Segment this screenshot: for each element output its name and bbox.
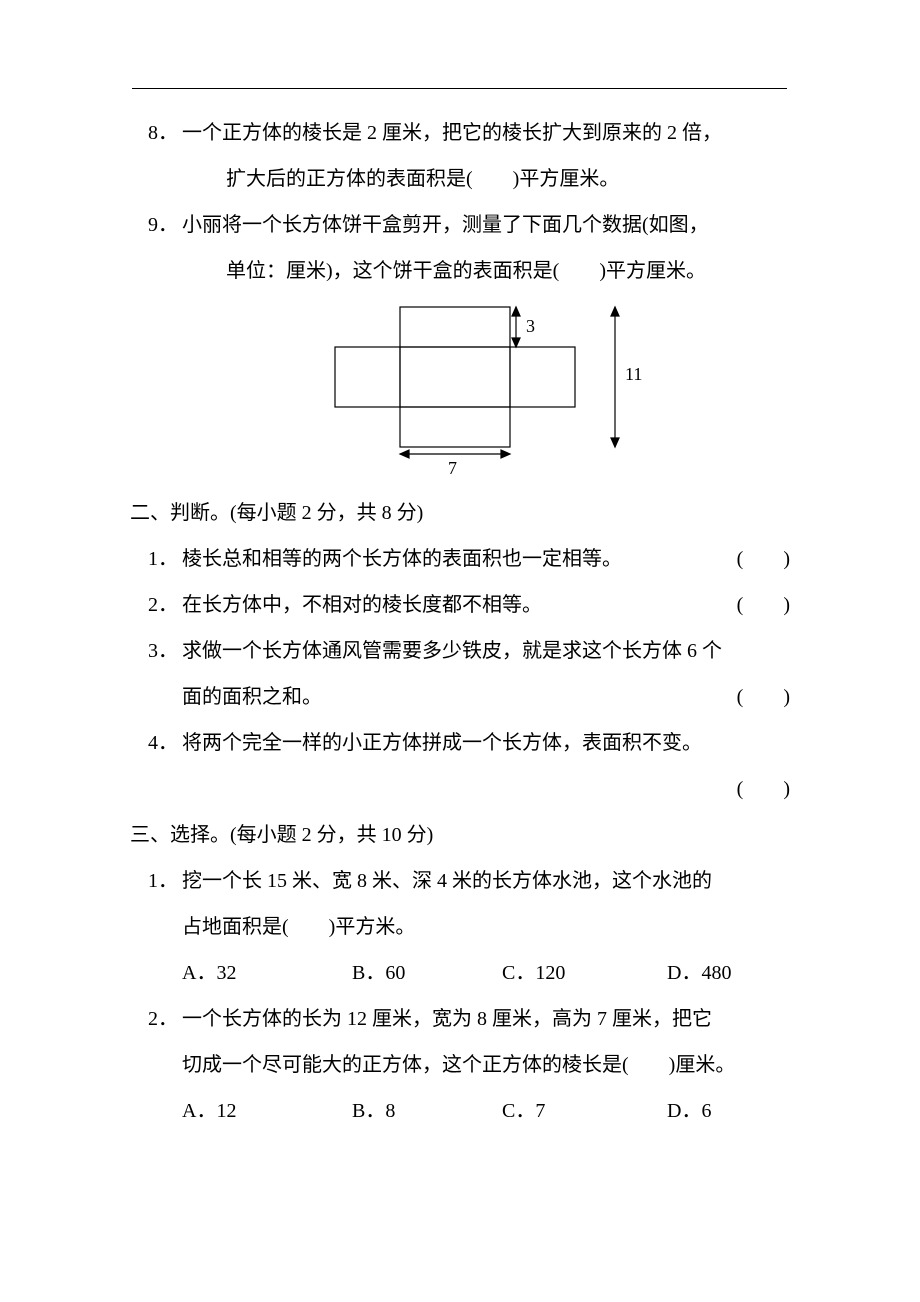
- section-3-head: 三、选择。(每小题 2 分，共 10 分): [130, 812, 790, 858]
- content-area: 8． 一个正方体的棱长是 2 厘米，把它的棱长扩大到原来的 2 倍， 扩大后的正…: [130, 110, 790, 1134]
- j-num: 3．: [130, 628, 182, 674]
- c-text: 一个长方体的长为 12 厘米，宽为 8 厘米，高为 7 厘米，把它: [182, 996, 790, 1042]
- dim-7: 7: [448, 458, 457, 478]
- j-num-blank: [130, 766, 182, 812]
- j-paren: ( ): [737, 582, 790, 628]
- judge-4: 4． 将两个完全一样的小正方体拼成一个长方体，表面积不变。: [130, 720, 790, 766]
- j-text: 求做一个长方体通风管需要多少铁皮，就是求这个长方体 6 个: [182, 628, 790, 674]
- j-text: 棱长总和相等的两个长方体的表面积也一定相等。 ( ): [182, 536, 790, 582]
- option-b: B．60: [352, 950, 502, 996]
- c-l2: 占地面积是( )平方米。: [182, 916, 415, 938]
- choice-2: 2． 一个长方体的长为 12 厘米，宽为 8 厘米，高为 7 厘米，把它: [130, 996, 790, 1042]
- j-num: 2．: [130, 582, 182, 628]
- choice-2-opts: A．12 B．8 C．7 D．6: [130, 1088, 790, 1134]
- choice-1: 1． 挖一个长 15 米、宽 8 米、深 4 米的长方体水池，这个水池的: [130, 858, 790, 904]
- dim-11: 11: [625, 364, 642, 384]
- c-num-blank: [130, 1088, 182, 1134]
- page: 8． 一个正方体的棱长是 2 厘米，把它的棱长扩大到原来的 2 倍， 扩大后的正…: [0, 0, 920, 1302]
- j-body-l1: 将两个完全一样的小正方体拼成一个长方体，表面积不变。: [182, 732, 702, 754]
- j-num-blank: [130, 674, 182, 720]
- j-body: 在长方体中，不相对的棱长度都不相等。: [182, 594, 542, 616]
- net-svg: 3 11 7: [280, 302, 660, 482]
- j-paren: ( ): [737, 766, 790, 812]
- q8-line2: 扩大后的正方体的表面积是( )平方厘米。: [178, 156, 790, 202]
- judge-2: 2． 在长方体中，不相对的棱长度都不相等。 ( ): [130, 582, 790, 628]
- options: A．32 B．60 C．120 D．480: [182, 950, 790, 996]
- c-text: 挖一个长 15 米、宽 8 米、深 4 米的长方体水池，这个水池的: [182, 858, 790, 904]
- option-b: B．8: [352, 1088, 502, 1134]
- fill-q8: 8． 一个正方体的棱长是 2 厘米，把它的棱长扩大到原来的 2 倍，: [130, 110, 790, 156]
- q-body: 小丽将一个长方体饼干盒剪开，测量了下面几个数据(如图，: [182, 202, 790, 248]
- section-2-title: 二、判断。(每小题 2 分，共 8 分): [130, 490, 423, 536]
- option-c: C．7: [502, 1088, 667, 1134]
- c-num-blank: [130, 904, 182, 950]
- c-text: 占地面积是( )平方米。: [182, 904, 790, 950]
- section-3-title: 三、选择。(每小题 2 分，共 10 分): [130, 812, 433, 858]
- c-text: 切成一个尽可能大的正方体，这个正方体的棱长是( )厘米。: [182, 1042, 790, 1088]
- option-a: A．32: [182, 950, 352, 996]
- q9-line2-wrap: 单位：厘米)，这个饼干盒的表面积是( )平方厘米。: [130, 248, 790, 294]
- q8-line2-wrap: 扩大后的正方体的表面积是( )平方厘米。: [130, 156, 790, 202]
- option-d: D．480: [667, 950, 731, 996]
- c-num-blank: [130, 1042, 182, 1088]
- j-body: 棱长总和相等的两个长方体的表面积也一定相等。: [182, 548, 622, 570]
- j-num: 4．: [130, 720, 182, 766]
- c-l2: 切成一个尽可能大的正方体，这个正方体的棱长是( )厘米。: [182, 1054, 735, 1076]
- j-text: 将两个完全一样的小正方体拼成一个长方体，表面积不变。: [182, 720, 790, 766]
- j-body-l2: 面的面积之和。: [182, 686, 322, 708]
- choice-1-l2: 占地面积是( )平方米。: [130, 904, 790, 950]
- q-number: 8．: [130, 110, 182, 156]
- q9-line1: 小丽将一个长方体饼干盒剪开，测量了下面几个数据(如图，: [182, 202, 790, 248]
- box-net-diagram: 3 11 7: [280, 302, 790, 482]
- j-paren: ( ): [737, 674, 790, 720]
- c-num: 1．: [130, 858, 182, 904]
- c-num: 2．: [130, 996, 182, 1042]
- j-text: 在长方体中，不相对的棱长度都不相等。 ( ): [182, 582, 790, 628]
- q-body: 一个正方体的棱长是 2 厘米，把它的棱长扩大到原来的 2 倍，: [182, 110, 790, 156]
- c-l1: 一个长方体的长为 12 厘米，宽为 8 厘米，高为 7 厘米，把它: [182, 1008, 712, 1030]
- options: A．12 B．8 C．7 D．6: [182, 1088, 790, 1134]
- judge-4-paren: ( ): [130, 766, 790, 812]
- j-text: 面的面积之和。 ( ): [182, 674, 790, 720]
- j-num: 1．: [130, 536, 182, 582]
- header-rule: [132, 88, 787, 89]
- option-d: D．6: [667, 1088, 711, 1134]
- judge-3: 3． 求做一个长方体通风管需要多少铁皮，就是求这个长方体 6 个: [130, 628, 790, 674]
- fill-q9: 9． 小丽将一个长方体饼干盒剪开，测量了下面几个数据(如图，: [130, 202, 790, 248]
- q9-line2: 单位：厘米)，这个饼干盒的表面积是( )平方厘米。: [178, 248, 790, 294]
- j-body-l1: 求做一个长方体通风管需要多少铁皮，就是求这个长方体 6 个: [182, 640, 722, 662]
- choice-2-l2: 切成一个尽可能大的正方体，这个正方体的棱长是( )厘米。: [130, 1042, 790, 1088]
- option-a: A．12: [182, 1088, 352, 1134]
- c-l1: 挖一个长 15 米、宽 8 米、深 4 米的长方体水池，这个水池的: [182, 870, 712, 892]
- q-number: 9．: [130, 202, 182, 248]
- judge-1: 1． 棱长总和相等的两个长方体的表面积也一定相等。 ( ): [130, 536, 790, 582]
- section-2-head: 二、判断。(每小题 2 分，共 8 分): [130, 490, 790, 536]
- j-text: ( ): [182, 766, 790, 812]
- j-paren: ( ): [737, 536, 790, 582]
- judge-3-l2: 面的面积之和。 ( ): [130, 674, 790, 720]
- dim-3: 3: [526, 316, 535, 336]
- c-num-blank: [130, 950, 182, 996]
- option-c: C．120: [502, 950, 667, 996]
- choice-1-opts: A．32 B．60 C．120 D．480: [130, 950, 790, 996]
- q8-line1: 一个正方体的棱长是 2 厘米，把它的棱长扩大到原来的 2 倍，: [182, 110, 790, 156]
